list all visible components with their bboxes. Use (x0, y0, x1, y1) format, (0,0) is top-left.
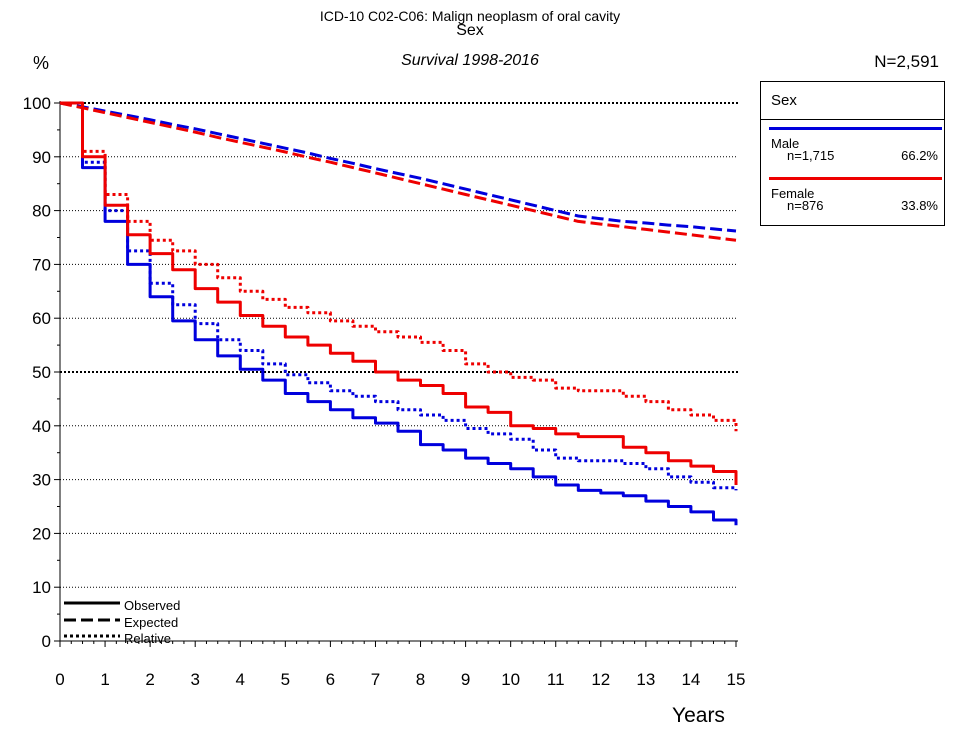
series-female-expected (59, 101, 737, 242)
chart-grouping: Sex (456, 22, 484, 39)
chart-title: ICD-10 C02-C06: Malign neoplasm of oral … (319, 8, 621, 24)
series-female-observed (60, 101, 738, 485)
series-male-observed (60, 101, 738, 526)
y-tick-label-10: 10 (32, 578, 51, 597)
x-tick-label-1: 1 (100, 670, 109, 689)
axes (54, 101, 738, 647)
legend-title: Sex (771, 92, 797, 109)
gridlines (60, 102, 738, 588)
group-legend: Sex Male n=1,715 66.2% Female n=876 33.8… (760, 81, 945, 226)
series-male-expected (59, 101, 737, 233)
legend-divider (761, 119, 944, 120)
y-axis-label: % (33, 53, 50, 73)
legend-female-line (769, 177, 942, 180)
x-tick-label-14: 14 (681, 670, 700, 689)
x-tick-label-6: 6 (326, 670, 335, 689)
y-tick-label-80: 80 (32, 202, 51, 221)
y-tick-label-40: 40 (32, 417, 51, 436)
y-tick-label-70: 70 (32, 255, 51, 274)
legend-male-n: n=1,715 (787, 148, 835, 163)
legend-female-n: n=876 (787, 198, 824, 213)
series-female-relative (60, 101, 738, 432)
x-tick-label-0: 0 (55, 670, 64, 689)
y-tick-label-50: 50 (32, 363, 51, 382)
x-tick-label-3: 3 (190, 670, 199, 689)
x-tick-label-13: 13 (636, 670, 655, 689)
x-tick-label-4: 4 (236, 670, 245, 689)
x-tick-label-5: 5 (281, 670, 290, 689)
x-tick-label-11: 11 (547, 670, 565, 689)
y-tick-label-100: 100 (23, 94, 51, 113)
legend-female-name: Female (771, 186, 815, 201)
x-tick-label-8: 8 (416, 670, 425, 689)
series-lines (59, 101, 738, 526)
x-tick-label-12: 12 (591, 670, 610, 689)
y-tick-label-30: 30 (32, 471, 51, 490)
y-tick-label-20: 20 (32, 524, 51, 543)
line-style-legend (64, 601, 120, 638)
x-tick-label-7: 7 (371, 670, 380, 689)
x-axis-label: Years (672, 704, 725, 727)
style-legend-relative: Relative (124, 631, 171, 646)
y-tick-label-0: 0 (42, 632, 51, 651)
legend-male-pct: 66.2% (901, 148, 938, 163)
legend-male-line (769, 127, 942, 130)
x-tick-label-10: 10 (501, 670, 520, 689)
x-tick-label-2: 2 (145, 670, 154, 689)
x-tick-label-15: 15 (727, 670, 746, 689)
style-legend-expected: Expected (124, 615, 179, 630)
y-tick-label-60: 60 (32, 309, 51, 328)
y-tick-label-90: 90 (32, 148, 51, 167)
style-legend-observed: Observed (124, 598, 181, 613)
total-n-label: N=2,591 (874, 52, 939, 71)
legend-female-pct: 33.8% (901, 198, 938, 213)
chart-subtitle: Survival 1998-2016 (401, 52, 539, 69)
x-tick-label-9: 9 (461, 670, 470, 689)
legend-male-name: Male (771, 136, 800, 151)
